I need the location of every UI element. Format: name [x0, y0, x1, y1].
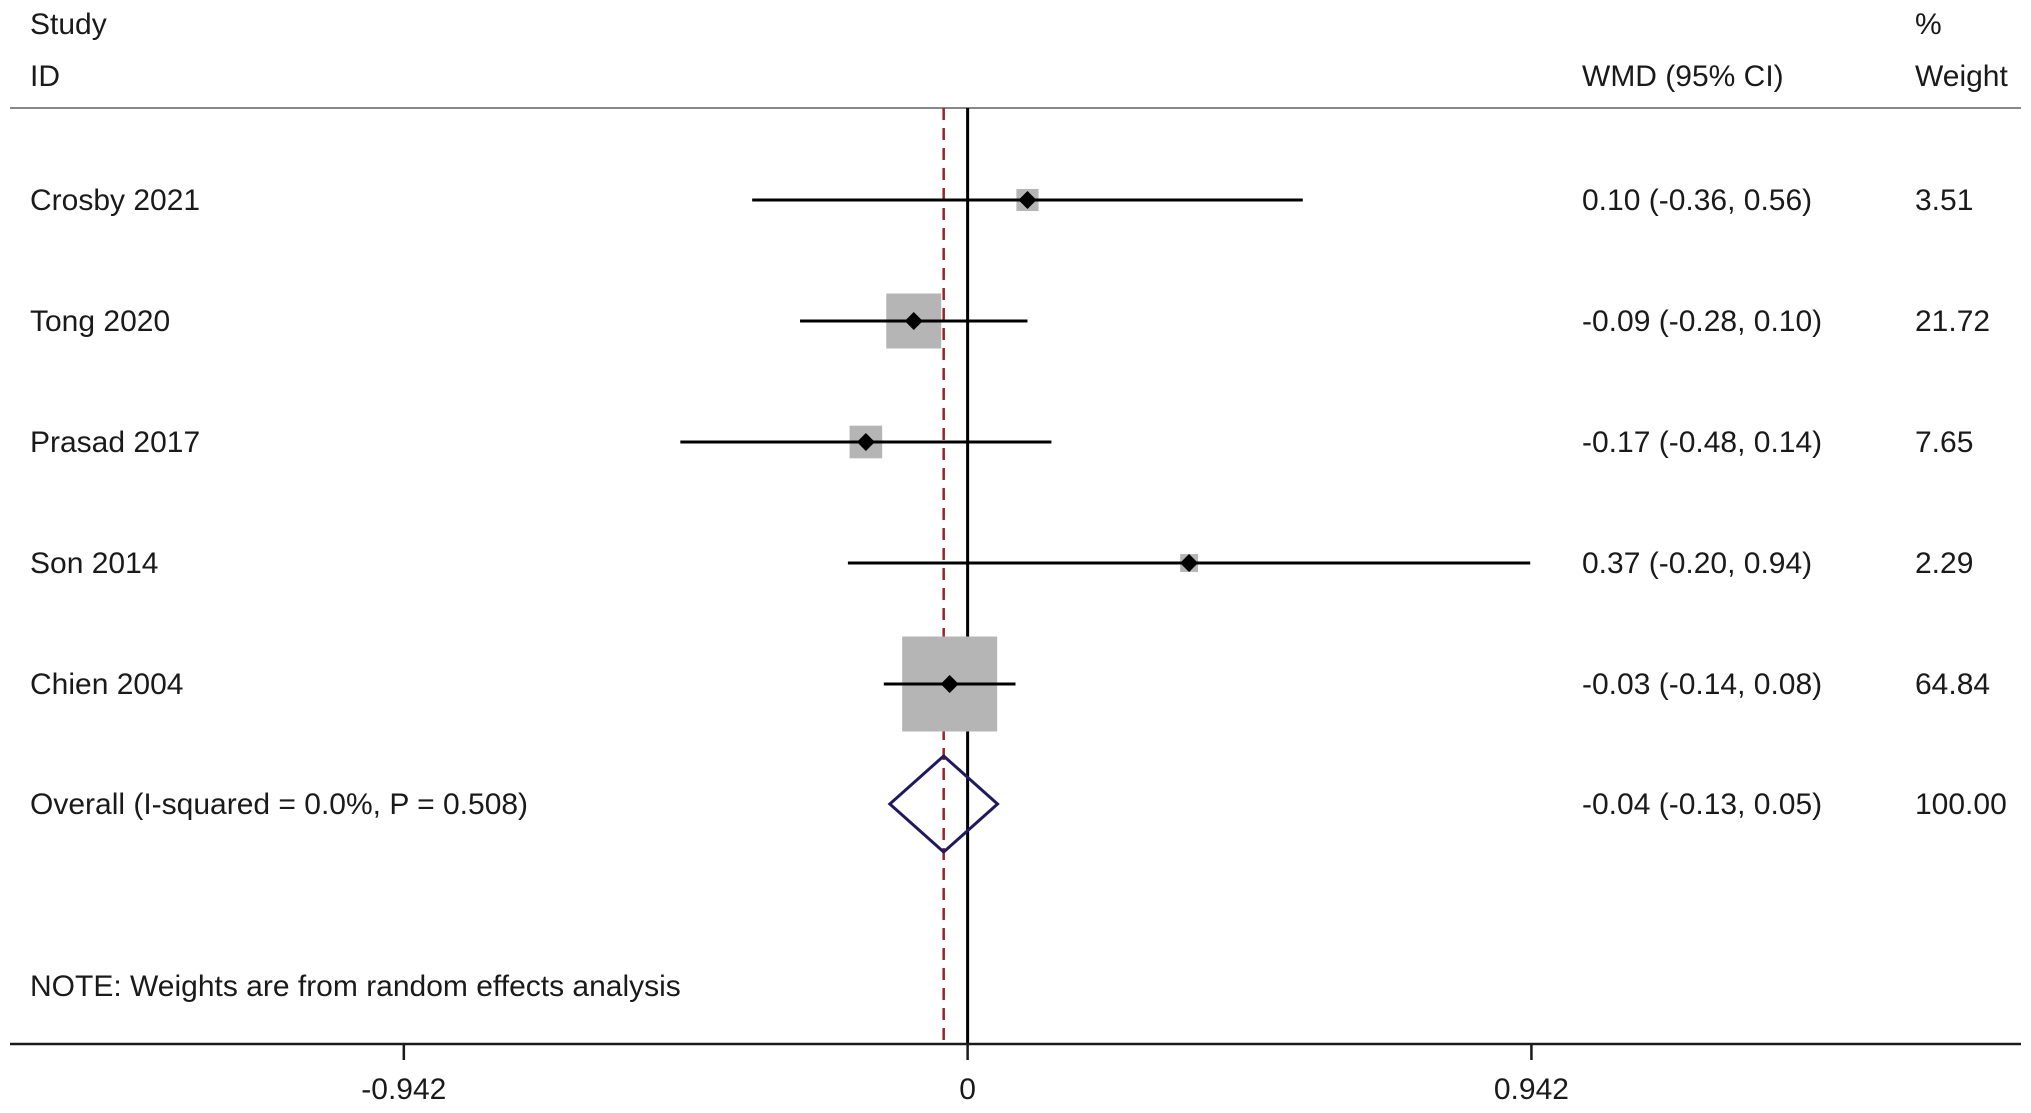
header-study: Study — [30, 8, 107, 41]
study-label: Tong 2020 — [30, 305, 170, 338]
note-text: NOTE: Weights are from random effects an… — [30, 970, 681, 1003]
point-estimate — [1180, 554, 1199, 572]
header-effect: WMD (95% CI) — [1582, 60, 1784, 93]
study-rows: Crosby 2021 0.10 (-0.36, 0.56) 3.51 Tong 20… — [30, 184, 1990, 732]
study-ci-text: -0.17 (-0.48, 0.14) — [1582, 426, 1822, 459]
study-label: Chien 2004 — [30, 668, 183, 701]
study-weight-text: 2.29 — [1915, 547, 1973, 580]
study-row: Tong 2020 -0.09 (-0.28, 0.10) 21.72 — [30, 293, 1990, 349]
x-tick-label: 0.942 — [1494, 1073, 1569, 1106]
overall-ci-text: -0.04 (-0.13, 0.05) — [1582, 788, 1822, 821]
study-row: Prasad 2017 -0.17 (-0.48, 0.14) 7.65 — [30, 425, 1973, 459]
study-weight-text: 21.72 — [1915, 305, 1990, 338]
x-tick-label: -0.942 — [361, 1073, 446, 1106]
study-label: Prasad 2017 — [30, 426, 200, 459]
study-label: Crosby 2021 — [30, 184, 200, 217]
x-axis-ticks: -0.942 0 0.942 — [361, 1044, 1569, 1106]
study-ci-text: 0.37 (-0.20, 0.94) — [1582, 547, 1812, 580]
point-estimate — [856, 433, 875, 451]
point-estimate — [1018, 191, 1037, 209]
point-estimate — [904, 312, 923, 330]
overall-diamond — [887, 753, 1000, 855]
header-percent: % — [1915, 8, 1942, 41]
header-weight: Weight — [1915, 60, 2008, 93]
x-tick-label: 0 — [959, 1073, 976, 1106]
study-row: Crosby 2021 0.10 (-0.36, 0.56) 3.51 — [30, 184, 1973, 217]
point-estimate — [940, 675, 959, 693]
study-label: Son 2014 — [30, 547, 158, 580]
study-weight-text: 64.84 — [1915, 668, 1990, 701]
overall-weight-text: 100.00 — [1915, 788, 2007, 821]
study-weight-text: 7.65 — [1915, 426, 1973, 459]
study-row: Chien 2004 -0.03 (-0.14, 0.08) 64.84 — [30, 636, 1990, 732]
study-ci-text: 0.10 (-0.36, 0.56) — [1582, 184, 1812, 217]
study-ci-text: -0.03 (-0.14, 0.08) — [1582, 668, 1822, 701]
study-row: Son 2014 0.37 (-0.20, 0.94) 2.29 — [30, 547, 1973, 580]
plot-layer — [887, 108, 1000, 1044]
overall-label: Overall (I-squared = 0.0%, P = 0.508) — [30, 788, 528, 821]
study-ci-text: -0.09 (-0.28, 0.10) — [1582, 305, 1822, 338]
header-id: ID — [30, 60, 60, 93]
study-weight-text: 3.51 — [1915, 184, 1973, 217]
